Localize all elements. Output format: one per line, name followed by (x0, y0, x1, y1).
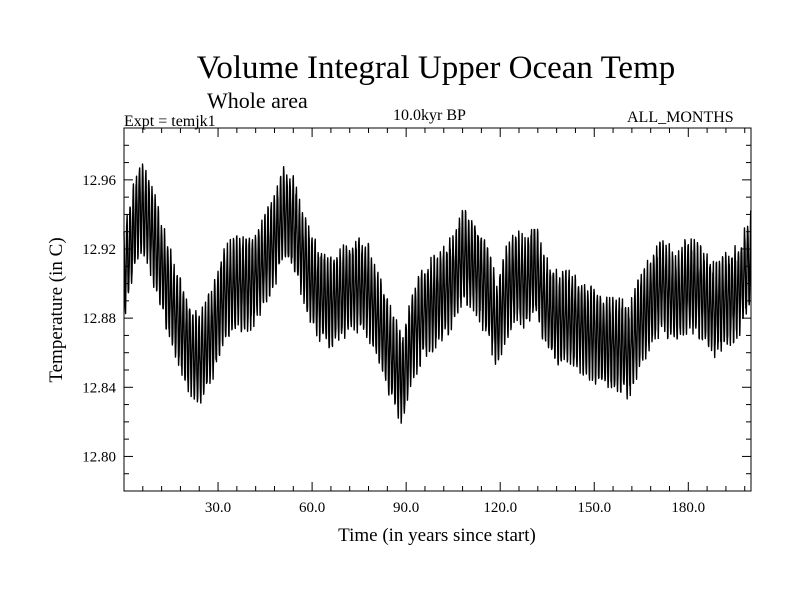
x-tick-label: 90.0 (393, 500, 419, 516)
chart-subtitle: Whole area (207, 88, 308, 113)
x-tick-label: 30.0 (205, 500, 231, 516)
x-tick-label: 180.0 (671, 500, 705, 516)
chart-title: Volume Integral Upper Ocean Temp (196, 50, 676, 86)
x-tick-label: 60.0 (299, 500, 325, 516)
x-tick-label: 120.0 (483, 500, 517, 516)
tick-labels: 30.0 60.0 90.0 120.0 150.0 180.0 12.80 12.84 12.… (82, 173, 705, 516)
x-tick-label: 150.0 (577, 500, 611, 516)
y-tick-label: 12.84 (82, 380, 116, 396)
plot-frame (123, 127, 752, 492)
y-tick-label: 12.88 (82, 311, 116, 327)
period-label: 10.0kyr BP (393, 107, 466, 124)
y-tick-label: 12.96 (82, 173, 116, 189)
months-label: ALL_MONTHS (627, 109, 734, 126)
x-axis-label: Time (in years since start) (338, 525, 536, 546)
y-axis-label: Temperature (in C) (46, 237, 67, 382)
axis-ticks (124, 127, 751, 491)
experiment-label: Expt = temjk1 (124, 113, 216, 130)
y-tick-label: 12.92 (82, 242, 116, 258)
temperature-series-line (123, 163, 752, 424)
y-tick-label: 12.80 (82, 449, 116, 465)
